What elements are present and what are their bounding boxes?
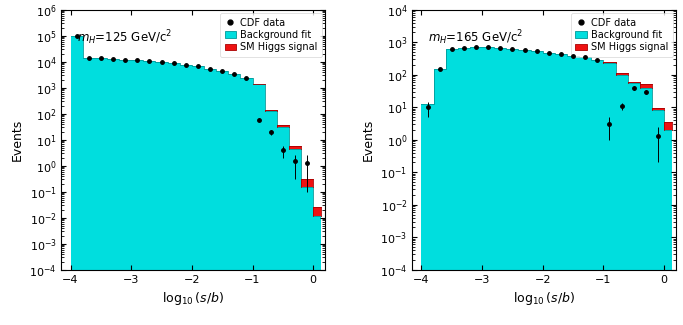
Legend: CDF data, Background fit, SM Higgs signal: CDF data, Background fit, SM Higgs signa… <box>570 13 673 57</box>
X-axis label: $\log_{10}(s/b)$: $\log_{10}(s/b)$ <box>163 290 225 307</box>
Text: $m_H$=165 GeV/c$^2$: $m_H$=165 GeV/c$^2$ <box>428 28 523 47</box>
X-axis label: $\log_{10}(s/b)$: $\log_{10}(s/b)$ <box>513 290 575 307</box>
Text: $m_H$=125 GeV/c$^2$: $m_H$=125 GeV/c$^2$ <box>77 28 173 47</box>
Y-axis label: Events: Events <box>361 119 374 161</box>
Y-axis label: Events: Events <box>11 119 24 161</box>
Legend: CDF data, Background fit, SM Higgs signal: CDF data, Background fit, SM Higgs signa… <box>220 13 322 57</box>
